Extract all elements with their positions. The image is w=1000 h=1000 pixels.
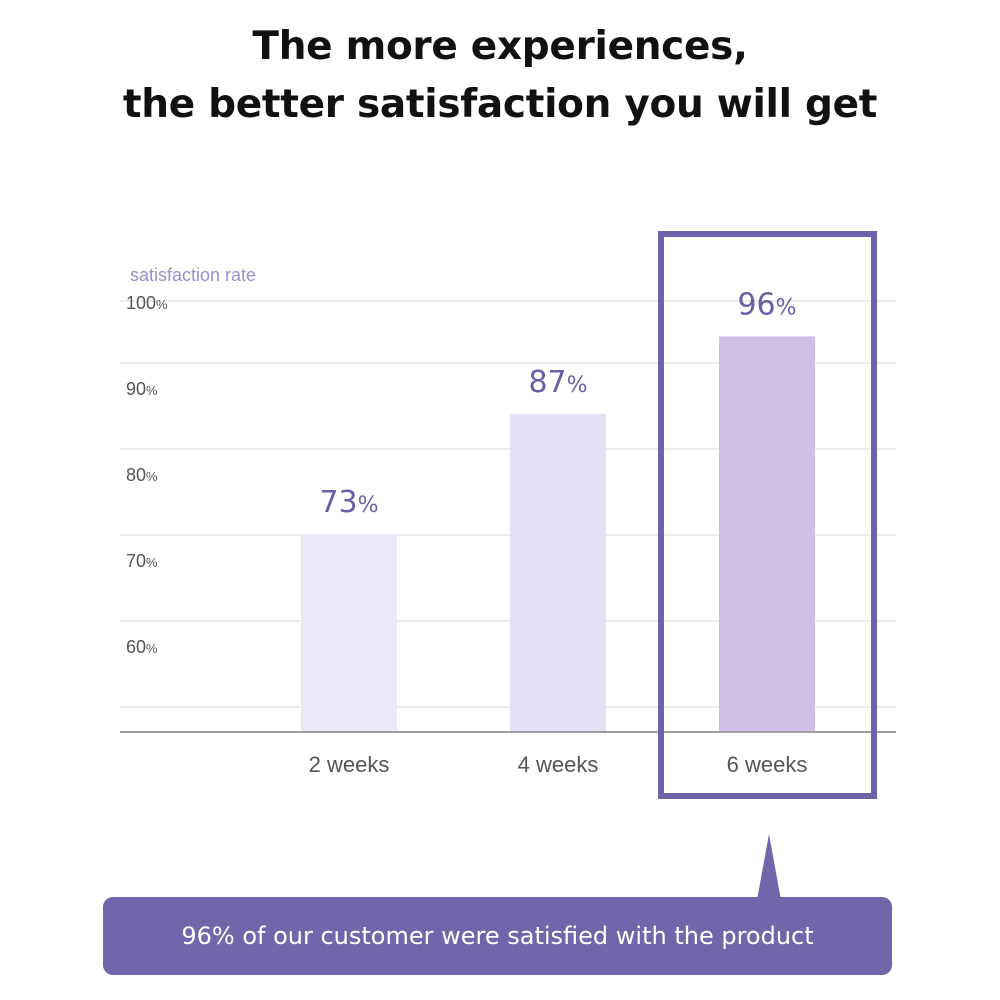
bar-6-weeks: [719, 336, 815, 732]
x-category-label: 4 weeks: [518, 752, 599, 777]
highlight-frame: [658, 231, 877, 799]
bar-2-weeks: [301, 534, 397, 732]
y-tick-label: 60%: [126, 637, 158, 657]
callout-text: 96% of our customer were satisfied with …: [181, 922, 814, 950]
x-category-label: 6 weeks: [727, 752, 808, 777]
callout-pointer: [757, 834, 781, 900]
headline-line-1: The more experiences,: [252, 24, 748, 69]
y-tick-label: 100%: [126, 293, 168, 313]
chart-headline: The more experiences, the better satisfa…: [0, 18, 1000, 134]
bar-value-label: 87%: [528, 365, 587, 400]
y-axis-label: satisfaction rate: [130, 265, 256, 285]
callout-box: 96% of our customer were satisfied with …: [103, 897, 892, 975]
bar-4-weeks: [510, 413, 606, 732]
x-category-label: 2 weeks: [309, 752, 390, 777]
headline-line-2: the better satisfaction you will get: [122, 82, 878, 127]
y-tick-label: 90%: [126, 379, 158, 399]
bar-value-label: 73%: [319, 485, 378, 520]
y-tick-label: 70%: [126, 551, 158, 571]
y-tick-label: 80%: [126, 465, 158, 485]
bar-value-label: 96%: [737, 287, 796, 322]
